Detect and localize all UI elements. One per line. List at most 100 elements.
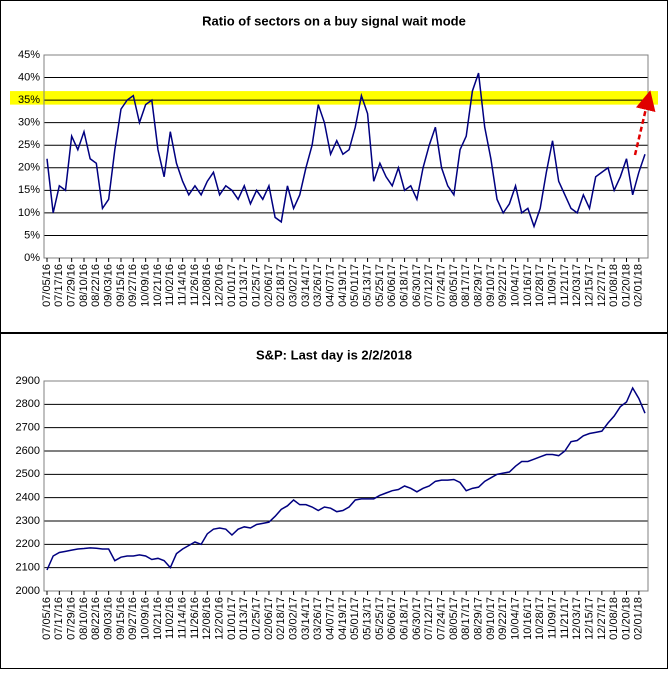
x-tick-label: 07/24/17 <box>435 597 447 640</box>
x-tick-label: 09/15/16 <box>115 264 127 307</box>
x-tick-label: 12/15/17 <box>583 597 595 640</box>
x-tick-label: 07/29/16 <box>66 264 78 307</box>
y-tick-label: 20% <box>18 162 40 174</box>
x-tick-label: 02/01/18 <box>633 597 645 640</box>
x-tick-label: 01/25/17 <box>251 264 263 307</box>
x-tick-label: 11/21/17 <box>559 264 571 306</box>
x-tick-label: 10/04/17 <box>509 597 521 640</box>
x-tick-label: 08/29/17 <box>472 597 484 640</box>
chart-title: Ratio of sectors on a buy signal wait mo… <box>202 13 466 28</box>
x-tick-label: 09/27/16 <box>127 264 139 307</box>
x-tick-label: 01/20/18 <box>620 264 632 307</box>
reference-band <box>10 91 658 105</box>
x-tick-label: 01/25/17 <box>251 597 263 640</box>
x-tick-label: 08/17/17 <box>460 264 472 307</box>
x-tick-label: 03/02/17 <box>288 597 300 640</box>
x-tick-label: 01/01/17 <box>226 597 238 640</box>
y-tick-label: 2500 <box>16 468 40 480</box>
y-tick-label: 35% <box>18 94 40 106</box>
x-tick-label: 10/21/16 <box>152 264 164 307</box>
x-tick-label: 10/28/17 <box>534 597 546 640</box>
x-tick-label: 02/18/17 <box>275 597 287 640</box>
x-tick-label: 05/25/17 <box>374 264 386 307</box>
x-tick-label: 02/06/17 <box>263 264 275 307</box>
y-tick-label: 2200 <box>16 538 40 550</box>
x-tick-label: 11/02/16 <box>164 597 176 639</box>
x-tick-label: 08/10/16 <box>78 264 90 307</box>
x-tick-label: 01/20/18 <box>620 597 632 640</box>
x-tick-label: 09/03/16 <box>103 264 115 307</box>
x-tick-label: 11/21/17 <box>559 597 571 639</box>
x-tick-label: 12/20/16 <box>214 597 226 640</box>
x-tick-label: 11/02/16 <box>164 264 176 306</box>
x-tick-label: 06/18/17 <box>398 264 410 307</box>
x-tick-label: 12/27/17 <box>596 597 608 640</box>
x-tick-label: 06/18/17 <box>398 597 410 640</box>
x-tick-label: 10/09/16 <box>140 264 152 307</box>
x-tick-label: 11/09/17 <box>546 597 558 639</box>
x-tick-label: 12/03/17 <box>571 597 583 640</box>
x-tick-label: 06/06/17 <box>386 264 398 307</box>
x-tick-label: 07/17/16 <box>53 264 65 307</box>
x-tick-label: 12/03/17 <box>571 264 583 307</box>
x-tick-label: 01/08/18 <box>608 597 620 640</box>
x-tick-label: 01/13/17 <box>238 597 250 640</box>
x-tick-label: 11/14/16 <box>177 597 189 639</box>
x-tick-label: 02/18/17 <box>275 264 287 307</box>
x-tick-label: 02/06/17 <box>263 597 275 640</box>
x-tick-label: 11/09/17 <box>546 264 558 306</box>
y-tick-label: 2400 <box>16 492 40 504</box>
x-tick-label: 09/15/16 <box>115 597 127 640</box>
x-tick-label: 08/05/17 <box>448 264 460 307</box>
y-tick-label: 2000 <box>16 585 40 597</box>
x-tick-label: 01/01/17 <box>226 264 238 307</box>
x-tick-label: 08/17/17 <box>460 597 472 640</box>
y-tick-label: 25% <box>18 139 40 151</box>
y-tick-label: 45% <box>18 49 40 61</box>
y-tick-label: 15% <box>18 184 40 196</box>
x-tick-label: 02/01/18 <box>633 264 645 307</box>
data-line <box>46 386 646 571</box>
x-tick-label: 01/13/17 <box>238 264 250 307</box>
x-tick-label: 03/26/17 <box>312 264 324 307</box>
x-tick-label: 06/30/17 <box>411 597 423 640</box>
x-tick-label: 12/15/17 <box>583 264 595 307</box>
x-tick-label: 04/07/17 <box>324 264 336 307</box>
chart-title: S&P: Last day is 2/2/2018 <box>256 347 412 362</box>
x-tick-label: 12/08/16 <box>201 264 213 307</box>
x-tick-label: 12/08/16 <box>201 597 213 640</box>
x-tick-label: 05/01/17 <box>349 597 361 640</box>
x-tick-label: 07/24/17 <box>435 264 447 307</box>
x-tick-label: 04/07/17 <box>324 597 336 640</box>
y-tick-label: 2600 <box>16 445 40 457</box>
y-tick-label: 40% <box>18 71 40 83</box>
x-tick-label: 09/10/17 <box>485 264 497 307</box>
x-tick-label: 10/04/17 <box>509 264 521 307</box>
x-tick-label: 03/26/17 <box>312 597 324 640</box>
x-tick-label: 04/19/17 <box>337 264 349 307</box>
x-tick-label: 05/01/17 <box>349 264 361 307</box>
x-tick-label: 08/22/16 <box>90 597 102 640</box>
x-tick-label: 04/19/17 <box>337 597 349 640</box>
x-tick-label: 05/13/17 <box>361 597 373 640</box>
x-tick-label: 06/30/17 <box>411 264 423 307</box>
x-tick-label: 07/29/16 <box>66 597 78 640</box>
x-tick-label: 06/06/17 <box>386 597 398 640</box>
x-tick-label: 09/03/16 <box>103 597 115 640</box>
x-tick-label: 10/16/17 <box>522 264 534 307</box>
y-tick-label: 30% <box>18 117 40 129</box>
y-tick-label: 2800 <box>16 398 40 410</box>
x-tick-label: 09/27/16 <box>127 597 139 640</box>
x-tick-label: 10/28/17 <box>534 264 546 307</box>
plot-border <box>43 54 649 259</box>
x-tick-label: 03/14/17 <box>300 264 312 307</box>
x-tick-label: 03/14/17 <box>300 597 312 640</box>
panel-sp: S&P: Last day is 2/2/2018 2000 2100 2200 230… <box>16 347 649 640</box>
x-tick-label: 08/05/17 <box>448 597 460 640</box>
data-line <box>46 72 646 229</box>
x-tick-label: 03/02/17 <box>288 264 300 307</box>
x-tick-label: 05/13/17 <box>361 264 373 307</box>
x-tick-label: 09/10/17 <box>485 597 497 640</box>
